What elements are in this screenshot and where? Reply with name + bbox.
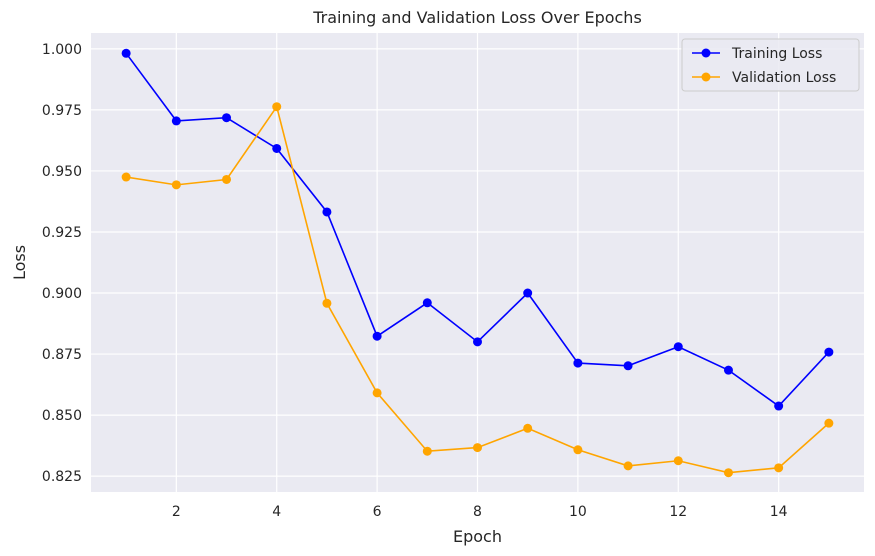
validation-point	[272, 102, 282, 112]
x-axis-label: Epoch	[453, 527, 502, 546]
training-point	[171, 116, 181, 126]
validation-point	[573, 445, 583, 455]
y-tick-label: 0.900	[42, 286, 82, 302]
validation-point	[723, 468, 733, 478]
validation-point	[623, 461, 633, 471]
legend-label: Training Loss	[731, 46, 822, 62]
training-point	[422, 298, 432, 308]
y-axis-label: Loss	[10, 245, 29, 280]
training-point	[372, 331, 382, 341]
grid-lines	[91, 33, 864, 492]
series-group	[121, 48, 834, 478]
validation-point	[322, 298, 332, 308]
x-tick-labels: 2 4 6 8 10 12 14	[172, 504, 788, 520]
y-tick-label: 0.850	[42, 408, 82, 424]
legend-box	[681, 38, 860, 92]
y-tick-label: 0.825	[42, 469, 82, 485]
x-tick-label: 14	[770, 504, 788, 520]
x-tick-label: 6	[373, 504, 382, 520]
training-point	[573, 358, 583, 368]
training-point	[222, 113, 232, 123]
training-point	[774, 401, 784, 411]
legend: Training Loss Validation Loss	[681, 38, 860, 92]
validation-point	[673, 456, 683, 466]
training-point	[121, 48, 131, 58]
validation-point	[473, 443, 482, 453]
training-point	[272, 143, 282, 153]
y-tick-label: 0.975	[42, 103, 82, 119]
legend-marker	[701, 72, 711, 82]
validation-point	[171, 180, 181, 190]
y-tick-labels: 0.825 0.850 0.875 0.900 0.925 0.950 0.975 1.000	[42, 42, 82, 485]
x-tick-label: 2	[172, 504, 181, 520]
validation-point	[422, 446, 432, 456]
y-tick-label: 0.875	[42, 347, 82, 363]
validation-point	[824, 418, 834, 428]
training-point	[673, 342, 683, 352]
y-tick-label: 0.950	[42, 164, 82, 180]
validation-point	[774, 463, 784, 473]
x-tick-label: 12	[669, 504, 687, 520]
x-tick-label: 4	[272, 504, 281, 520]
validation-point	[523, 423, 533, 433]
chart-title: Training and Validation Loss Over Epochs	[312, 8, 642, 27]
training-point	[824, 347, 834, 357]
validation-point	[222, 174, 232, 184]
validation-point	[121, 172, 131, 182]
training-point	[473, 337, 482, 347]
training-point	[523, 288, 533, 298]
training-point	[322, 207, 332, 217]
y-tick-label: 1.000	[42, 42, 82, 58]
validation-point	[372, 388, 382, 398]
training-point	[623, 361, 633, 371]
training-point	[723, 365, 733, 375]
x-tick-label: 8	[473, 504, 482, 520]
y-tick-label: 0.925	[42, 225, 82, 241]
x-tick-label: 10	[569, 504, 587, 520]
legend-marker	[701, 48, 711, 58]
legend-label: Validation Loss	[732, 70, 836, 86]
